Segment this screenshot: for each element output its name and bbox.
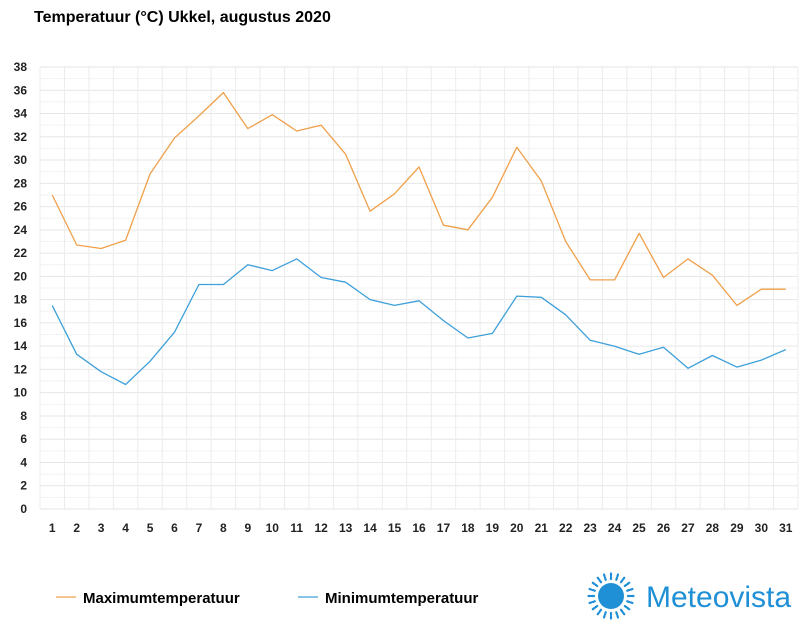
y-tick-label: 26 <box>14 200 28 214</box>
x-tick-label: 31 <box>779 521 793 535</box>
y-tick-label: 22 <box>14 246 28 260</box>
y-tick-label: 36 <box>14 83 28 97</box>
series-line-max <box>51 91 786 307</box>
sun-icon <box>585 570 637 622</box>
y-tick-label: 12 <box>14 362 28 376</box>
x-tick-label: 8 <box>220 521 227 535</box>
y-tick-label: 32 <box>14 130 28 144</box>
y-tick-label: 24 <box>14 223 28 237</box>
y-tick-label: 30 <box>14 153 28 167</box>
x-tick-label: 30 <box>755 521 769 535</box>
x-tick-label: 28 <box>706 521 720 535</box>
brand-name: Meteovista <box>646 581 791 614</box>
x-tick-label: 18 <box>461 521 475 535</box>
x-tick-label: 27 <box>681 521 695 535</box>
x-tick-label: 20 <box>510 521 524 535</box>
x-tick-label: 13 <box>339 521 353 535</box>
x-tick-label: 2 <box>73 521 80 535</box>
x-tick-label: 19 <box>486 521 500 535</box>
x-tick-label: 14 <box>363 521 377 535</box>
y-tick-label: 34 <box>14 107 28 121</box>
y-tick-label: 16 <box>14 316 28 330</box>
x-axis-ticks: 1 2 3 4 5 6 7 8 9 10 11 12 13 14 15 16 17 18 19 20 21 22 23 24 2… <box>49 521 793 535</box>
legend: Maximumtemperatuur Minimumtemperatuur <box>56 590 479 607</box>
brand-logo: Meteovista <box>585 570 791 622</box>
series-lines <box>51 91 787 386</box>
y-tick-label: 28 <box>14 176 28 190</box>
x-tick-label: 17 <box>437 521 451 535</box>
y-tick-label: 6 <box>20 432 27 446</box>
x-tick-label: 5 <box>147 521 154 535</box>
x-tick-label: 21 <box>535 521 549 535</box>
x-tick-label: 10 <box>266 521 280 535</box>
y-tick-label: 4 <box>20 455 27 469</box>
chart-grid <box>39 66 799 510</box>
x-tick-label: 23 <box>583 521 597 535</box>
legend-label: Maximumtemperatuur <box>83 590 240 607</box>
x-tick-label: 12 <box>315 521 329 535</box>
x-tick-label: 29 <box>730 521 744 535</box>
y-tick-label: 38 <box>14 60 28 74</box>
y-tick-label: 2 <box>20 479 27 493</box>
x-tick-label: 15 <box>388 521 402 535</box>
y-tick-label: 18 <box>14 293 28 307</box>
x-tick-label: 3 <box>98 521 105 535</box>
y-tick-label: 0 <box>20 502 27 516</box>
series-line-min <box>51 258 787 386</box>
legend-label: Minimumtemperatuur <box>325 590 479 607</box>
x-tick-label: 11 <box>290 521 303 535</box>
x-tick-label: 6 <box>171 521 178 535</box>
chart-title: Temperatuur (°C) Ukkel, augustus 2020 <box>34 9 331 26</box>
x-tick-label: 1 <box>49 521 56 535</box>
x-tick-label: 26 <box>657 521 671 535</box>
x-tick-label: 16 <box>412 521 426 535</box>
x-tick-label: 9 <box>244 521 251 535</box>
x-tick-label: 4 <box>122 521 129 535</box>
y-tick-label: 14 <box>14 339 28 353</box>
y-tick-label: 8 <box>20 409 27 423</box>
x-tick-label: 24 <box>608 521 622 535</box>
x-tick-label: 22 <box>559 521 573 535</box>
x-tick-label: 25 <box>632 521 646 535</box>
y-tick-label: 20 <box>14 269 28 283</box>
y-tick-label: 10 <box>14 386 28 400</box>
x-tick-label: 7 <box>196 521 203 535</box>
